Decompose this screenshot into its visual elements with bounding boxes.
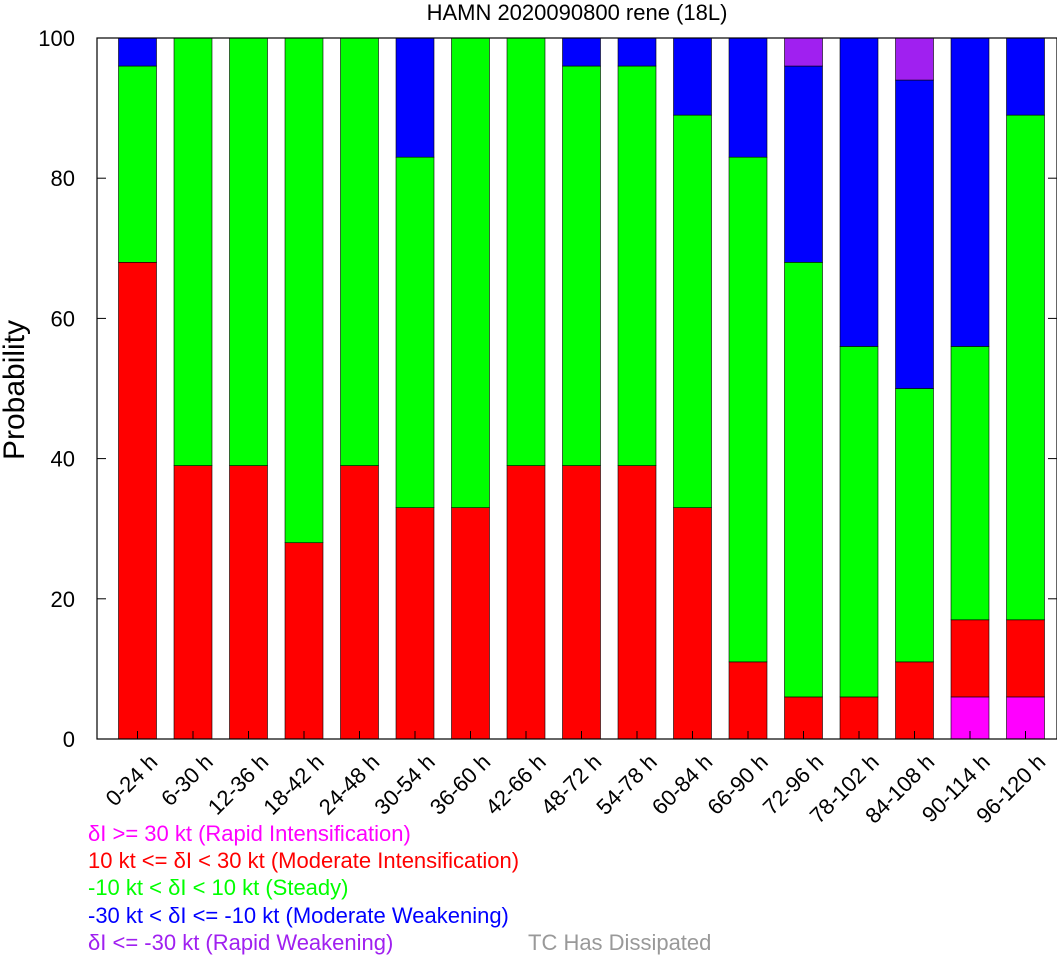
bar-segment-mi-2 xyxy=(229,465,268,740)
bar-segment-mi-11 xyxy=(728,661,768,740)
bar-segment-mi-16 xyxy=(1006,619,1045,698)
x-tick-label-9: 54-78 h xyxy=(591,749,661,819)
x-tick-label-2: 12-36 h xyxy=(203,749,273,819)
x-tick-label-0: 0-24 h xyxy=(101,749,163,811)
bar-segment-steady-9 xyxy=(617,65,657,466)
bar-segment-mi-0 xyxy=(118,262,157,740)
bar-segment-mi-6 xyxy=(451,507,490,740)
y-tick-label-2: 40 xyxy=(51,447,75,472)
bar-segment-mi-14 xyxy=(895,661,934,740)
bar-segment-mw-12 xyxy=(784,65,823,263)
bar-segment-steady-10 xyxy=(673,114,712,508)
bar-segment-mw-0 xyxy=(118,37,157,67)
y-tick-label-5: 100 xyxy=(38,26,75,51)
x-tick-label-6: 36-60 h xyxy=(425,749,495,819)
bar-segment-steady-14 xyxy=(895,388,934,663)
bar-segment-mi-7 xyxy=(506,465,546,740)
legend-entry-rapid-intensification: δI >= 30 kt (Rapid Intensification) xyxy=(88,821,411,846)
bar-segment-mi-8 xyxy=(562,465,601,740)
bar-segment-mw-5 xyxy=(395,37,435,158)
bar-segment-mi-10 xyxy=(673,507,712,740)
x-tick-label-10: 60-84 h xyxy=(647,749,717,819)
plot-frame xyxy=(96,37,1057,740)
y-tick-label-1: 20 xyxy=(51,587,75,612)
bar-segment-steady-8 xyxy=(562,65,601,466)
bar-segment-steady-6 xyxy=(451,37,490,508)
bar-segment-mi-9 xyxy=(617,465,657,740)
chart-title: HAMN 2020090800 rene (18L) xyxy=(427,0,728,25)
bar-segment-mw-11 xyxy=(728,37,768,158)
x-axis: 0-24 h6-30 h12-36 h18-42 h24-48 h30-54 h… xyxy=(101,731,1050,828)
legend-entry-moderate-weakening: -30 kt < δI <= -10 kt (Moderate Weakenin… xyxy=(88,903,509,928)
bar-segment-steady-2 xyxy=(229,37,268,466)
y-axis: 0 20 40 60 80 100 xyxy=(38,26,1057,752)
bar-segment-mi-1 xyxy=(173,465,213,740)
bar-segment-mw-10 xyxy=(673,37,712,116)
bar-segment-mw-14 xyxy=(895,79,934,389)
bar-segment-steady-7 xyxy=(506,37,546,466)
bar-segment-steady-3 xyxy=(284,37,324,544)
legend-entry-moderate-intensification: 10 kt <= δI < 30 kt (Moderate Intensific… xyxy=(88,848,520,873)
x-tick-label-5: 30-54 h xyxy=(369,749,439,819)
legend-entry-tc-dissipated: TC Has Dissipated xyxy=(528,930,712,955)
bar-segment-mw-16 xyxy=(1006,37,1045,116)
bar-segment-steady-4 xyxy=(340,37,379,466)
x-tick-label-7: 42-66 h xyxy=(480,749,550,819)
bar-segment-mi-4 xyxy=(340,465,379,740)
bars-layer xyxy=(118,37,1045,740)
bar-segment-steady-12 xyxy=(784,262,823,698)
x-tick-label-3: 18-42 h xyxy=(258,749,328,819)
bar-segment-steady-13 xyxy=(839,346,879,698)
bar-segment-mi-3 xyxy=(284,542,324,740)
bar-segment-steady-0 xyxy=(118,65,157,263)
bar-segment-rw-12 xyxy=(784,37,823,67)
bar-segment-mw-15 xyxy=(950,37,990,347)
bar-segment-mi-15 xyxy=(950,619,990,698)
bar-segment-steady-15 xyxy=(950,346,990,621)
x-tick-label-8: 48-72 h xyxy=(536,749,606,819)
bar-segment-mi-5 xyxy=(395,507,435,740)
x-tick-label-11: 66-90 h xyxy=(702,749,772,819)
x-tick-label-4: 24-48 h xyxy=(314,749,384,819)
bar-segment-steady-16 xyxy=(1006,114,1045,621)
legend-entry-steady: -10 kt < δI < 10 kt (Steady) xyxy=(88,875,349,900)
bar-segment-rw-14 xyxy=(895,37,934,81)
bar-segment-mw-13 xyxy=(839,37,879,347)
legend-entry-rapid-weakening: δI <= -30 kt (Rapid Weakening) xyxy=(88,930,394,955)
bar-segment-mw-8 xyxy=(562,37,601,67)
y-tick-label-0: 0 xyxy=(63,727,75,752)
y-tick-label-4: 80 xyxy=(51,166,75,191)
y-tick-label-3: 60 xyxy=(51,306,75,331)
bar-segment-steady-11 xyxy=(728,156,768,663)
bar-segment-steady-1 xyxy=(173,37,213,466)
bar-segment-steady-5 xyxy=(395,156,435,508)
bar-segment-mw-9 xyxy=(617,37,657,67)
y-axis-label: Probability xyxy=(0,320,31,460)
